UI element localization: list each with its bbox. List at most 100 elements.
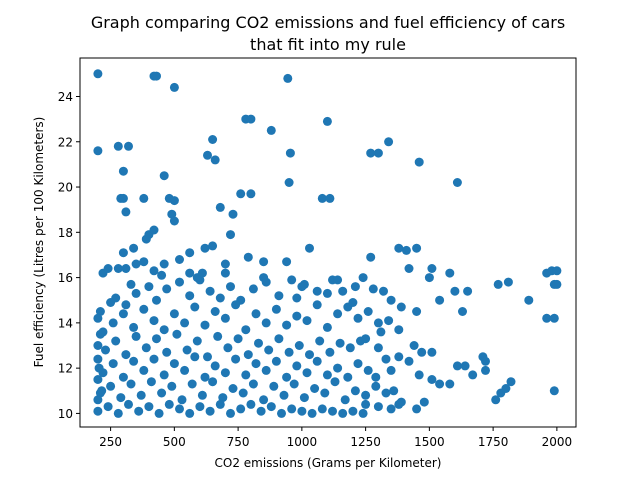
data-point [236, 404, 246, 414]
data-point [190, 352, 200, 362]
data-point [149, 266, 159, 276]
data-point [404, 356, 414, 366]
data-point [246, 114, 256, 124]
data-point [312, 356, 322, 366]
data-point [366, 252, 376, 262]
data-point [93, 406, 103, 416]
data-point [157, 270, 167, 280]
data-point [435, 379, 445, 389]
data-point [343, 372, 353, 382]
data-point [363, 365, 373, 375]
data-point [384, 316, 394, 326]
data-point [333, 309, 343, 319]
data-point [241, 325, 251, 335]
data-point [284, 178, 294, 187]
data-point [129, 322, 139, 332]
data-point [131, 288, 141, 298]
data-point [93, 395, 103, 405]
data-point [113, 408, 123, 418]
data-point [200, 320, 210, 330]
data-point [101, 345, 110, 355]
data-point [172, 329, 182, 339]
data-point [95, 307, 105, 316]
data-point [317, 404, 327, 414]
data-point [169, 309, 179, 319]
data-point [210, 307, 220, 316]
data-point [182, 345, 192, 355]
data-point [180, 365, 190, 375]
data-point [287, 404, 297, 414]
data-point [292, 293, 302, 303]
data-point [445, 268, 455, 278]
data-point [139, 193, 149, 203]
data-point [328, 406, 337, 416]
data-point [118, 372, 128, 382]
data-point [185, 408, 195, 418]
data-point [452, 178, 462, 187]
data-point [302, 368, 312, 378]
data-point [159, 325, 169, 335]
data-point [192, 336, 202, 346]
x-axis-label: CO2 emissions (Grams per Kilometer) [215, 456, 442, 470]
data-point [185, 268, 195, 278]
data-point [312, 286, 322, 296]
data-point [376, 327, 386, 337]
data-point [460, 361, 470, 371]
data-point [386, 404, 396, 414]
data-point [330, 377, 340, 387]
data-point [348, 406, 358, 416]
data-point [141, 343, 151, 353]
data-point [162, 284, 172, 294]
y-tick-label: 18 [58, 226, 73, 240]
data-point [208, 241, 218, 251]
data-point [159, 171, 169, 181]
data-point [228, 209, 238, 219]
data-point [113, 141, 123, 151]
data-point [134, 406, 144, 416]
data-point [427, 375, 437, 384]
y-tick-label: 12 [58, 362, 73, 376]
data-point [371, 381, 381, 391]
data-point [373, 148, 383, 158]
data-point [220, 368, 230, 378]
data-point [131, 331, 141, 341]
data-point [131, 259, 141, 269]
data-point [124, 399, 133, 409]
data-point [379, 286, 388, 296]
data-point [254, 338, 263, 348]
data-point [292, 311, 302, 321]
data-point [373, 402, 383, 412]
data-point [246, 399, 256, 409]
data-point [187, 379, 197, 389]
data-point [103, 402, 113, 412]
data-point [106, 298, 116, 307]
data-point [226, 408, 235, 418]
data-point [152, 71, 161, 81]
data-point [251, 359, 261, 369]
data-point [223, 343, 233, 353]
data-point [396, 302, 406, 312]
data-point [203, 150, 212, 160]
data-point [164, 399, 174, 409]
data-point [389, 386, 399, 396]
data-point [218, 393, 228, 403]
x-tick-label: 1000 [287, 435, 318, 449]
data-point [452, 361, 462, 371]
data-point [205, 406, 215, 416]
data-point [210, 155, 220, 165]
data-point [175, 404, 184, 414]
data-point [154, 408, 164, 418]
y-tick-label: 24 [58, 90, 73, 104]
data-point [271, 356, 281, 366]
data-point [259, 257, 269, 267]
data-point [205, 286, 215, 296]
data-point [302, 316, 312, 326]
data-point [312, 300, 322, 310]
data-point [458, 307, 467, 316]
data-point [220, 313, 230, 323]
data-point [149, 354, 159, 364]
data-point [463, 286, 473, 296]
data-point [139, 257, 149, 267]
data-point [215, 202, 225, 212]
data-point [350, 386, 360, 396]
